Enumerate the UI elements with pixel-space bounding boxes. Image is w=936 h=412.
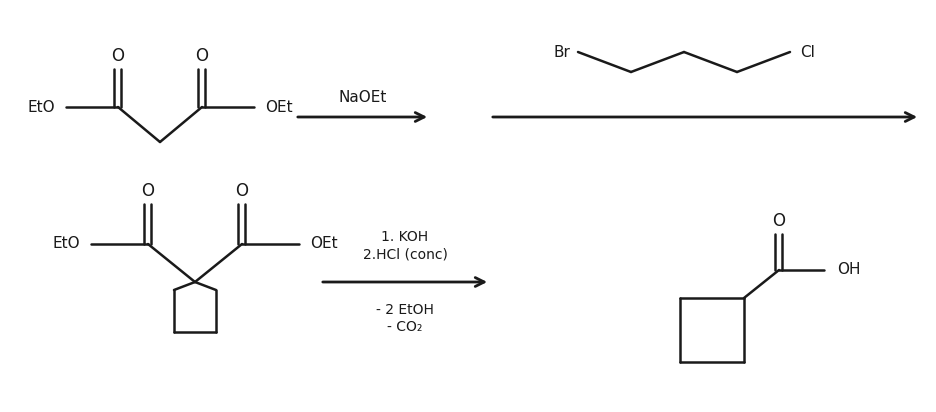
Text: O: O	[111, 47, 124, 65]
Text: EtO: EtO	[52, 236, 80, 251]
Text: O: O	[235, 182, 248, 200]
Text: 2.HCl (conc): 2.HCl (conc)	[362, 247, 447, 261]
Text: - 2 EtOH: - 2 EtOH	[375, 303, 433, 317]
Text: Br: Br	[552, 44, 569, 59]
Text: NaOEt: NaOEt	[338, 89, 387, 105]
Text: OEt: OEt	[310, 236, 337, 251]
Text: O: O	[141, 182, 154, 200]
Text: OH: OH	[836, 262, 859, 278]
Text: OEt: OEt	[265, 100, 292, 115]
Text: O: O	[196, 47, 209, 65]
Text: Cl: Cl	[799, 44, 814, 59]
Text: 1. KOH: 1. KOH	[381, 230, 428, 244]
Text: - CO₂: - CO₂	[387, 320, 422, 334]
Text: EtO: EtO	[27, 100, 55, 115]
Text: O: O	[771, 212, 784, 230]
